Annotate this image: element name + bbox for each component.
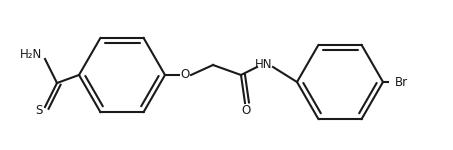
- Text: H₂N: H₂N: [20, 48, 42, 62]
- Text: Br: Br: [395, 75, 408, 88]
- Text: O: O: [241, 105, 251, 117]
- Text: O: O: [180, 69, 190, 81]
- Text: HN: HN: [255, 58, 273, 72]
- Text: S: S: [35, 105, 43, 117]
